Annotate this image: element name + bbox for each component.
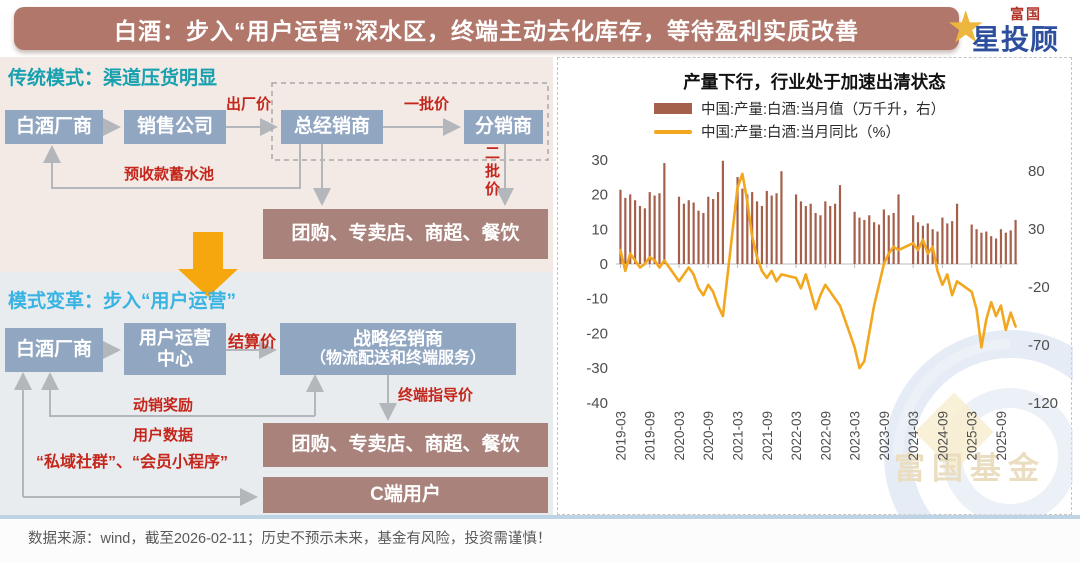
- star-icon: ★: [946, 3, 986, 52]
- label-ex-factory-price: 出厂价: [226, 96, 272, 113]
- line-series-swatch: [654, 129, 692, 134]
- brand-name: 富国: [1010, 6, 1042, 22]
- svg-text:-30: -30: [586, 360, 608, 377]
- new-model-heading: 模式变革：步入“用户运营”: [8, 291, 237, 312]
- box-sales-company: 销售公司: [124, 110, 226, 144]
- watermark: 富国基金: [884, 330, 1073, 516]
- box-c-end-users: C端用户: [263, 477, 548, 513]
- box-terminal-channels: 团购、专卖店、商超、餐饮: [263, 209, 548, 259]
- arrow-incentive-to-manufacturer: [41, 372, 315, 417]
- box-manufacturer: 白酒厂商: [5, 110, 103, 144]
- svg-text:2019-03: 2019-03: [613, 411, 628, 461]
- new-model-section-bg: [0, 272, 553, 515]
- box-general-distributor: 总经销商: [281, 110, 383, 144]
- svg-text:-40: -40: [586, 395, 608, 412]
- box-strategic-distributor: 战略经销商 （物流配送和终端服务）: [280, 323, 516, 375]
- label-first-batch-price: 一批价: [404, 96, 450, 113]
- brand-logo: ★ 富国 星投顾: [946, 2, 1080, 56]
- label-sales-incentive: 动销奖励: [133, 397, 194, 414]
- svg-text:80: 80: [1028, 163, 1045, 180]
- svg-text:2025-03: 2025-03: [965, 411, 980, 461]
- bottom-separator: [0, 515, 1080, 519]
- watermark-text: 富国基金: [894, 451, 1046, 486]
- box-user-ops-center: 用户运营 中心: [124, 323, 226, 375]
- label-terminal-guide-price: 终端指导价: [398, 387, 474, 404]
- svg-text:2021-09: 2021-09: [760, 411, 775, 461]
- disclaimer-text: 数据来源：wind，截至2026-02-11；历史不预示未来，基金有风险，投资需…: [28, 531, 552, 547]
- svg-text:2024-09: 2024-09: [935, 411, 950, 461]
- svg-text:-70: -70: [1028, 337, 1050, 354]
- legend-item-line: 中国:产量:白酒:当月同比（%）: [654, 121, 900, 142]
- svg-text:-20: -20: [1028, 279, 1050, 296]
- svg-text:2023-09: 2023-09: [877, 411, 892, 461]
- svg-text:-120: -120: [1028, 395, 1058, 412]
- svg-text:-20: -20: [586, 325, 608, 342]
- legend-label: 中国:产量:白酒:当月同比（%）: [701, 125, 900, 141]
- svg-text:-10: -10: [586, 291, 608, 308]
- svg-text:20: 20: [591, 187, 608, 204]
- chart-panel: 产量下行，行业处于加速出清状态 中国:产量:白酒:当月值（万千升，右） 中国:产…: [557, 57, 1073, 516]
- svg-text:30: 30: [1028, 221, 1045, 238]
- svg-text:2021-03: 2021-03: [731, 411, 746, 461]
- label-private-domain: “私域社群”、“会员小程序”: [36, 454, 229, 471]
- svg-text:2022-09: 2022-09: [818, 411, 833, 461]
- production-chart: 富国基金 30 20 10 0 -10 -20 -30 -40 80 30 -20 -70 -120 20…: [586, 152, 1073, 516]
- svg-text:2022-03: 2022-03: [789, 411, 804, 461]
- svg-text:2020-03: 2020-03: [672, 411, 687, 461]
- svg-text:10: 10: [591, 221, 608, 238]
- svg-text:2019-09: 2019-09: [643, 411, 658, 461]
- product-name: 星投顾: [972, 24, 1060, 55]
- bar-series-swatch: [654, 103, 692, 114]
- flow-arrows: [14, 82, 549, 506]
- label-second-batch-price: 二批价: [483, 145, 500, 199]
- traditional-heading: 传统模式：渠道压货明显: [8, 68, 218, 89]
- chart-title: 产量下行，行业处于加速出清状态: [683, 72, 946, 92]
- page-title-bar: 白酒：步入“用户运营”深水区，终端主动去化库存，等待盈利实质改善: [14, 7, 959, 50]
- legend-item-bars: 中国:产量:白酒:当月值（万千升，右）: [654, 98, 945, 119]
- footer-bar: 数据来源：wind，截至2026-02-11；历史不预示未来，基金有风险，投资需…: [0, 519, 1080, 563]
- svg-text:2025-09: 2025-09: [994, 411, 1009, 461]
- big-down-arrow: [178, 232, 238, 297]
- svg-text:2020-09: 2020-09: [701, 411, 716, 461]
- flow-diagram-panel: 传统模式：渠道压货明显 白酒厂商 销售公司 总经销商 分销商 出厂价 一批价 预…: [0, 57, 557, 515]
- legend-label: 中国:产量:白酒:当月值（万千升，右）: [701, 102, 946, 118]
- dashed-group-box: [271, 82, 549, 161]
- svg-text:2023-03: 2023-03: [848, 411, 863, 461]
- label-user-data: 用户数据: [133, 427, 194, 444]
- svg-text:30: 30: [591, 152, 608, 169]
- svg-text:0: 0: [600, 256, 608, 273]
- label-settlement-price: 结算价: [228, 334, 277, 351]
- page-title: 白酒：步入“用户运营”深水区，终端主动去化库存，等待盈利实质改善: [114, 17, 859, 44]
- box-manufacturer-2: 白酒厂商: [5, 328, 103, 372]
- box-terminal-channels-2: 团购、专卖店、商超、餐饮: [263, 423, 548, 467]
- arrow-prepayment-feedback: [43, 144, 301, 189]
- label-prepayment-pool: 预收款蓄水池: [124, 166, 215, 183]
- box-sub-distributor: 分销商: [464, 110, 543, 144]
- svg-text:2024-03: 2024-03: [906, 411, 921, 461]
